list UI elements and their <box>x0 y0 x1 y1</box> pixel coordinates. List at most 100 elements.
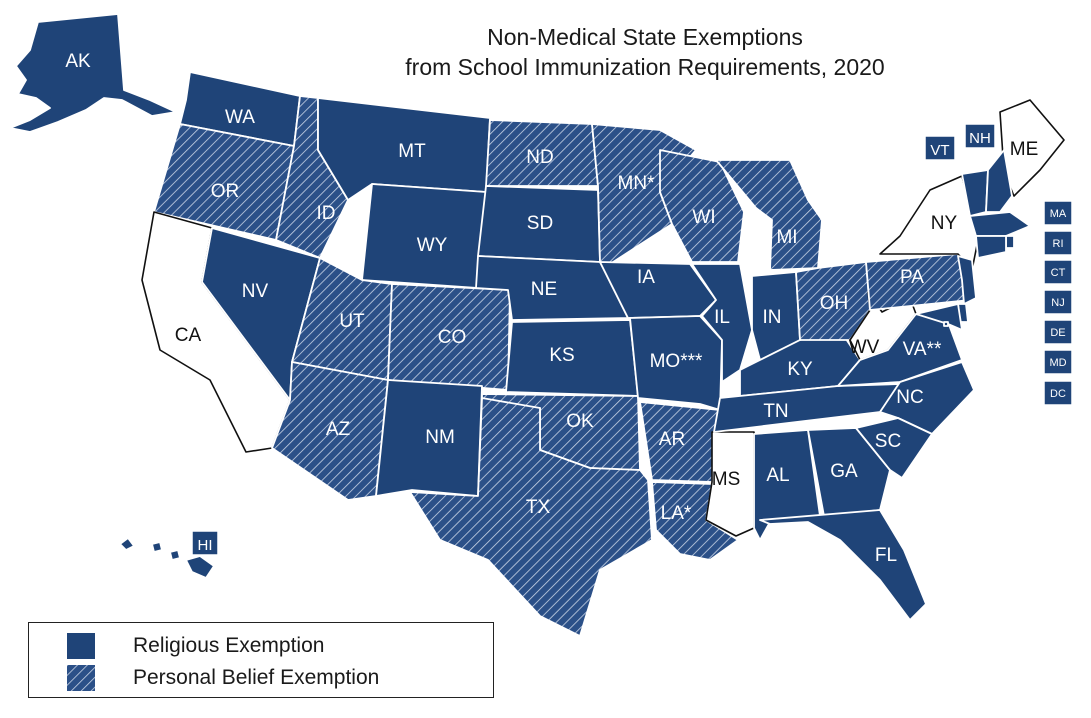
personal-swatch <box>67 665 95 691</box>
state-label-text-nj: NJ <box>1051 297 1064 309</box>
state-label-nd: ND <box>526 147 553 168</box>
state-nj <box>957 255 977 305</box>
state-label-text-ar: AR <box>659 429 685 450</box>
state-nm <box>375 379 483 497</box>
state-label-text-ga: GA <box>830 461 858 482</box>
map-title-line1: Non-Medical State Exemptions <box>487 24 803 50</box>
state-label-il: IL <box>714 307 730 328</box>
map-title: Non-Medical State Exemptions from School… <box>300 22 990 82</box>
state-ak <box>9 13 177 133</box>
state-label-text-ak: AK <box>65 51 91 72</box>
state-label-nm: NM <box>425 427 455 448</box>
state-label-nj: NJ <box>1043 289 1073 315</box>
legend-religious-label: Religious Exemption <box>133 634 325 657</box>
state-label-pa: PA <box>900 267 924 288</box>
state-label-text-me: ME <box>1010 139 1039 160</box>
callout-box-nj <box>1043 289 1073 315</box>
state-label-ut: UT <box>339 311 365 332</box>
state-label-al: AL <box>766 465 789 486</box>
state-label-text-mn: MN* <box>618 173 656 194</box>
state-ma <box>969 211 1031 237</box>
state-label-text-pa: PA <box>900 267 924 288</box>
state-label-text-wy: WY <box>417 235 448 256</box>
religious-swatch <box>67 633 95 659</box>
state-tx <box>409 397 653 637</box>
state-label-nh: NH <box>964 123 996 149</box>
callout-box-hi <box>191 530 219 556</box>
state-label-mt: MT <box>398 141 426 162</box>
callout-box-nh <box>964 123 996 149</box>
state-label-nc: NC <box>896 387 923 408</box>
state-label-ri: RI <box>1043 230 1073 256</box>
state-label-text-ri: RI <box>1053 238 1064 250</box>
state-ct <box>975 235 1007 259</box>
state-label-wi: WI <box>692 207 715 228</box>
callout-box-dc <box>1043 380 1073 406</box>
state-label-text-il: IL <box>714 307 730 328</box>
state-label-de: DE <box>1043 319 1073 345</box>
state-dc <box>943 321 949 327</box>
state-label-tn: TN <box>763 401 788 422</box>
state-label-text-la: LA* <box>661 503 692 524</box>
state-label-co: CO <box>438 327 467 348</box>
callout-box-vt <box>924 135 956 161</box>
state-label-text-nh: NH <box>969 130 991 147</box>
state-label-text-co: CO <box>438 327 467 348</box>
callout-box-ct <box>1043 259 1073 285</box>
state-label-wa: WA <box>225 107 255 128</box>
state-label-text-or: OR <box>211 181 240 202</box>
callout-box-ri <box>1043 230 1073 256</box>
state-label-va: VA** <box>903 339 942 360</box>
state-label-text-md: MD <box>1049 357 1066 369</box>
state-label-text-fl: FL <box>875 545 897 566</box>
state-label-ar: AR <box>659 429 685 450</box>
state-ms <box>705 431 755 537</box>
callout-box-md <box>1043 349 1073 375</box>
state-label-text-wi: WI <box>692 207 715 228</box>
state-label-text-wa: WA <box>225 107 255 128</box>
state-label-text-mi: MI <box>776 227 797 248</box>
map-title-line2: from School Immunization Requirements, 2… <box>405 54 885 80</box>
state-labels: AK HI WA OR CA ID NV MT WY UT AZ CO NM ND SD NE KS OK TX MN… <box>65 51 1073 566</box>
state-label-vt: VT <box>924 135 956 161</box>
state-label-text-ut: UT <box>339 311 365 332</box>
state-label-text-vt: VT <box>930 142 949 159</box>
state-il <box>691 263 753 383</box>
state-label-me: ME <box>1010 139 1039 160</box>
state-shapes <box>9 13 1065 637</box>
state-label-ks: KS <box>549 345 574 366</box>
state-label-text-va: VA** <box>903 339 942 360</box>
state-label-text-in: IN <box>763 307 782 328</box>
state-label-or: OR <box>211 181 240 202</box>
legend-personal: Personal Belief Exemption <box>67 663 379 693</box>
state-label-id: ID <box>317 203 336 224</box>
state-label-text-ne: NE <box>531 279 557 300</box>
state-label-wy: WY <box>417 235 448 256</box>
state-label-text-dc: DC <box>1050 388 1066 400</box>
state-label-ma: MA <box>1043 200 1073 226</box>
callout-box-ma <box>1043 200 1073 226</box>
state-label-text-tn: TN <box>763 401 788 422</box>
state-label-text-ok: OK <box>566 411 594 432</box>
callout-box-de <box>1043 319 1073 345</box>
state-label-nv: NV <box>242 281 269 302</box>
state-sc <box>855 417 933 479</box>
state-label-sd: SD <box>527 213 553 234</box>
state-label-ga: GA <box>830 461 858 482</box>
state-label-tx: TX <box>526 497 551 518</box>
state-label-ct: CT <box>1043 259 1073 285</box>
state-label-text-ca: CA <box>175 325 202 346</box>
state-label-ms: MS <box>712 469 741 490</box>
state-label-text-oh: OH <box>820 293 849 314</box>
state-label-text-ks: KS <box>549 345 574 366</box>
state-label-text-ia: IA <box>637 267 655 288</box>
state-label-ne: NE <box>531 279 557 300</box>
state-label-az: AZ <box>326 419 351 440</box>
state-label-dc: DC <box>1043 380 1073 406</box>
state-label-wv: WV <box>849 337 880 358</box>
state-label-text-ny: NY <box>931 213 958 234</box>
state-label-text-ma: MA <box>1050 208 1067 220</box>
state-md <box>915 303 963 331</box>
state-label-text-nm: NM <box>425 427 455 448</box>
